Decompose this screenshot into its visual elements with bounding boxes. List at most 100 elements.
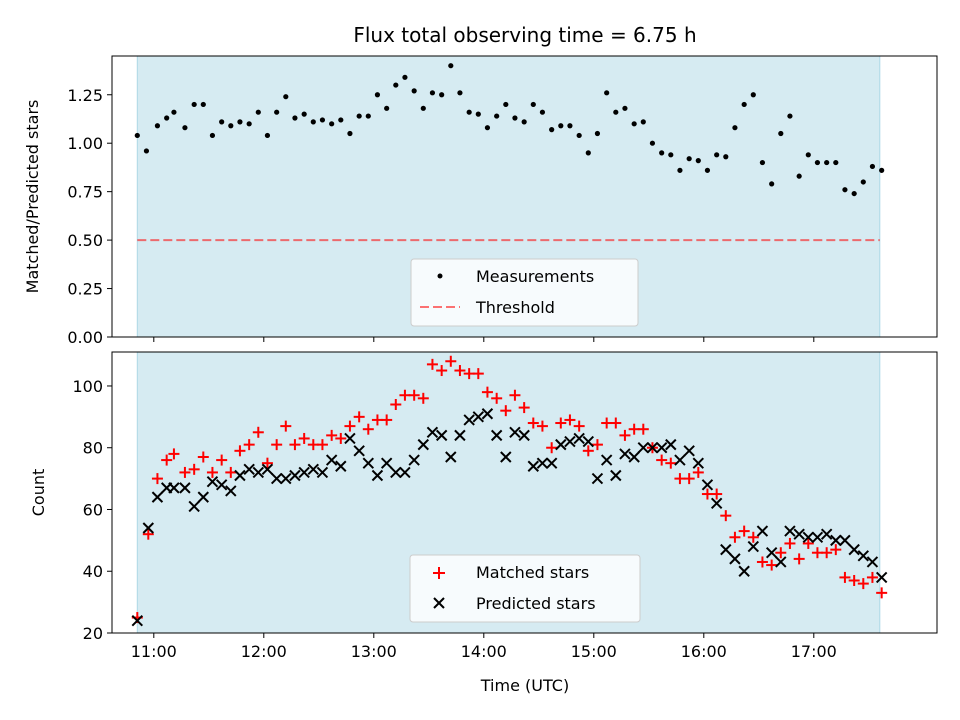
matched-star-point [234, 445, 246, 457]
measurement-point [448, 63, 454, 69]
predicted-star-point [637, 442, 650, 454]
matched-star-point [784, 537, 796, 549]
measurement-point [521, 119, 527, 125]
top-axis-ticks: 0.00 0.25 0.50 0.75 1.00 1.25 [67, 86, 815, 347]
predicted-star-point [509, 426, 521, 438]
measurement-point [723, 154, 729, 160]
predicted-star-point [252, 466, 265, 479]
legend-predicted-label: Predicted stars [476, 594, 596, 613]
matched-star-point [243, 439, 255, 451]
predicted-star-point [646, 442, 659, 454]
matched-star-point [472, 368, 484, 380]
measurement-point [228, 123, 234, 129]
predicted-star-point [481, 408, 494, 420]
predicted-star-point [518, 429, 530, 442]
measurement-point [704, 167, 711, 173]
measurement-point [475, 111, 481, 117]
measurement-points [134, 63, 885, 197]
matched-star-point [656, 454, 668, 466]
matched-star-point [353, 411, 365, 423]
predicted-star-point [747, 540, 760, 553]
measurement-point [191, 101, 197, 108]
matched-star-point [674, 473, 686, 485]
x-tick-label: 16:00 [681, 642, 727, 661]
measurement-point [466, 109, 472, 115]
measurement-point [741, 101, 747, 108]
matched-star-point [142, 528, 154, 540]
measurement-point [668, 152, 674, 158]
matched-star-point [436, 365, 448, 377]
predicted-star-point [738, 565, 750, 577]
measurement-point [631, 121, 637, 127]
predicted-star-point [225, 485, 237, 497]
bottom-y-tick-label: 60 [83, 500, 103, 519]
matched-star-point [527, 417, 539, 429]
measurement-point [292, 115, 298, 121]
predicted-star-point [168, 482, 180, 494]
predicted-star-point [756, 525, 769, 537]
predicted-star-point [674, 454, 686, 466]
predicted-star-point [573, 432, 585, 445]
predicted-star-point [289, 469, 301, 482]
predicted-star-point [628, 451, 640, 463]
x-tick-label: 15:00 [571, 642, 617, 661]
predicted-star-point [335, 460, 347, 472]
matched-star-point [381, 414, 393, 426]
matched-star-point [665, 457, 677, 469]
matched-star-point [766, 559, 778, 571]
predicted-star-point [875, 571, 888, 584]
measurement-point [134, 132, 140, 139]
matched-star-point [280, 420, 292, 432]
predicted-star-point [619, 448, 631, 460]
measurement-point [512, 115, 518, 121]
measurement-point [714, 152, 720, 158]
predicted-star-point [820, 528, 833, 540]
matched-star-point [866, 571, 878, 583]
measurement-point [558, 123, 564, 129]
x-tick-label: 11:00 [131, 642, 177, 661]
measurement-point [594, 130, 601, 137]
predicted-star-point [655, 442, 668, 454]
measurement-point [457, 90, 463, 96]
top-legend-box [410, 258, 639, 327]
predicted-star-point [545, 457, 558, 469]
matched-star-point [591, 439, 603, 451]
measurement-point [143, 148, 150, 154]
predicted-star-point [390, 466, 402, 479]
legend-threshold-label: Threshold [475, 298, 555, 317]
matched-star-point [500, 405, 512, 417]
predicted-stars-points [131, 408, 888, 627]
predicted-star-point [399, 466, 411, 479]
measurement-point [411, 88, 417, 94]
predicted-star-point [270, 472, 283, 485]
predicted-star-point [729, 553, 741, 565]
measurement-point [329, 121, 335, 127]
predicted-star-point [380, 457, 393, 469]
matched-star-point [252, 426, 264, 438]
measurement-point [613, 109, 619, 115]
predicted-star-point [243, 463, 255, 476]
matched-star-point [692, 466, 704, 478]
matched-star-point [481, 386, 493, 398]
measurement-point [833, 159, 839, 166]
matched-star-point [701, 488, 713, 500]
measurement-point [356, 113, 362, 119]
matched-star-point [821, 547, 833, 559]
matched-star-point [839, 571, 851, 583]
measurement-point [283, 94, 289, 100]
predicted-star-point [720, 543, 732, 556]
measurement-point [659, 150, 665, 156]
matched-star-point [188, 463, 200, 475]
matched-star-point [582, 445, 594, 457]
measurement-point [310, 119, 316, 125]
measurement-point [869, 163, 876, 170]
top-panel: 0.00 0.25 0.50 0.75 1.00 1.25 Matched/Predict… [23, 55, 938, 347]
matched-star-point [848, 575, 860, 587]
matched-star-point [720, 510, 732, 522]
matched-star-point [390, 398, 402, 410]
predicted-star-point [710, 497, 723, 510]
predicted-star-point [472, 411, 485, 423]
predicted-star-point [344, 432, 356, 445]
top-y-tick-label: 0.00 [67, 328, 103, 347]
predicted-star-point [527, 460, 540, 472]
